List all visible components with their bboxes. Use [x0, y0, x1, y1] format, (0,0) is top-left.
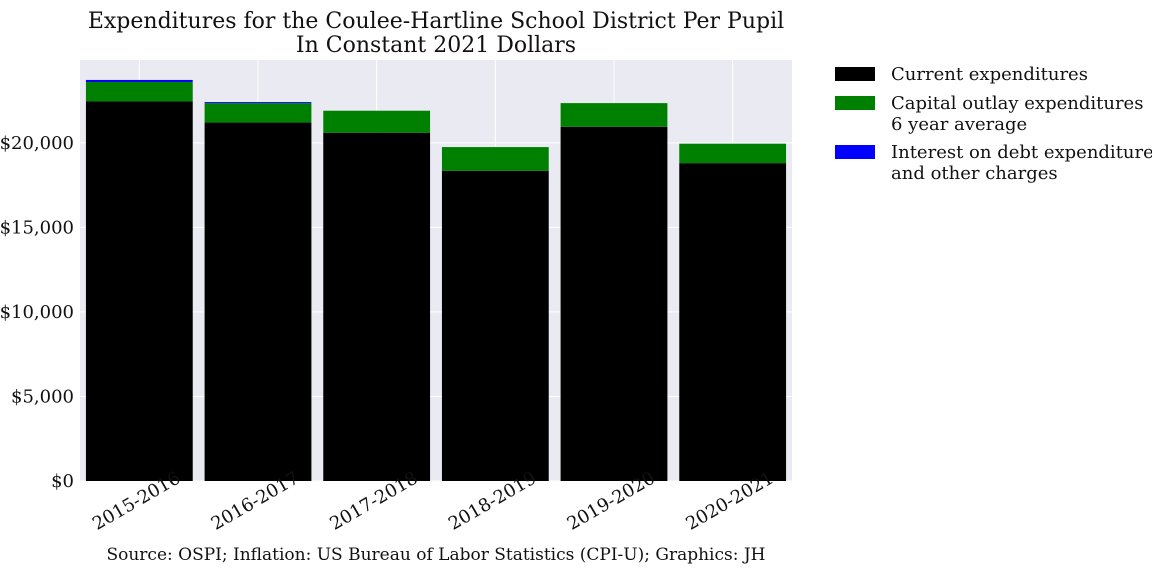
plot-area [80, 60, 792, 481]
bar-2020-2021-series-1 [679, 143, 787, 164]
bar-2015-2016-series-1 [85, 81, 193, 102]
bar-2016-2017-series-2 [204, 102, 312, 104]
bar-2020-2021-series-0 [679, 163, 787, 482]
legend-swatch-0 [835, 67, 875, 81]
bar-2017-2018-series-1 [323, 110, 431, 133]
y-tick-label: $15,000 [0, 217, 74, 238]
y-tick-label: $10,000 [0, 302, 74, 323]
legend-label-2: Interest on debt expenditures and other c… [891, 142, 1152, 184]
legend-swatch-1 [835, 96, 875, 110]
bar-2016-2017-series-1 [204, 103, 312, 123]
chart-title: Expenditures for the Coulee-Hartline Sch… [88, 9, 784, 34]
bar-2019-2020-series-0 [560, 126, 668, 481]
bar-2017-2018-series-0 [323, 132, 431, 481]
y-tick-label: $20,000 [0, 133, 74, 154]
bars [85, 79, 787, 482]
y-axis-ticks: $0 $5,000 $10,000 $15,000 $20,000 [0, 133, 74, 492]
source-note: Source: OSPI; Inflation: US Bureau of La… [106, 545, 765, 565]
legend-label-1: Capital outlay expenditures 6 year averag… [891, 93, 1143, 135]
bar-2016-2017-series-0 [204, 122, 312, 482]
bar-2015-2016-series-0 [85, 101, 193, 481]
bar-2018-2019-series-1 [441, 147, 549, 171]
bar-2018-2019-series-0 [441, 170, 549, 481]
bar-2019-2020-series-1 [560, 103, 668, 127]
legend: Current expenditures Capital outlay expen… [835, 64, 1152, 184]
bar-2015-2016-series-2 [85, 79, 193, 82]
legend-label-0: Current expenditures [891, 64, 1088, 85]
y-tick-label: $5,000 [11, 386, 74, 407]
legend-swatch-2 [835, 145, 875, 159]
chart-subtitle: In Constant 2021 Dollars [296, 33, 576, 58]
y-tick-label: $0 [51, 471, 74, 492]
